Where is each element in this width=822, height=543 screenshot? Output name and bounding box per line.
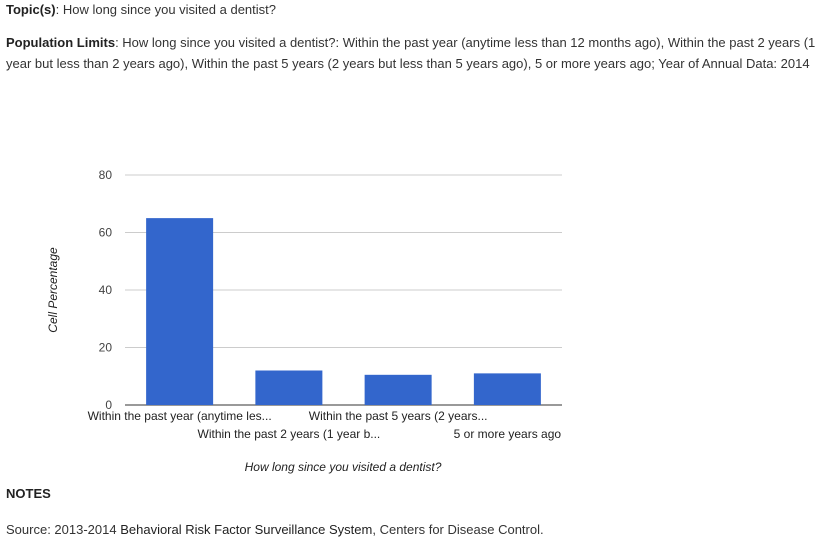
y-axis-label: Cell Percentage xyxy=(46,247,60,333)
bars xyxy=(146,218,541,405)
topic-value: How long since you visited a dentist? xyxy=(62,2,277,17)
x-tick-label: Within the past 2 years (1 year b... xyxy=(198,427,381,441)
source-line: Source: 2013-2014 Behavioral Risk Factor… xyxy=(6,522,544,537)
y-tick-label: 40 xyxy=(99,283,113,297)
x-tick-label: Within the past year (anytime les... xyxy=(88,409,272,423)
topic-label: Topic(s) xyxy=(6,2,56,17)
source-suffix: , Centers for Disease Control. xyxy=(372,522,544,537)
population-limits: Population Limits: How long since you vi… xyxy=(6,32,816,74)
bar[interactable] xyxy=(364,374,432,405)
x-tick-label: Within the past 5 years (2 years... xyxy=(309,409,488,423)
bar[interactable] xyxy=(146,218,214,405)
y-tick-labels: 0 20 40 60 80 xyxy=(99,168,113,412)
topic-colon: : xyxy=(55,2,63,17)
y-tick-label: 0 xyxy=(105,398,112,412)
x-axis-label: How long since you visited a dentist? xyxy=(245,460,442,474)
population-limits-label: Population Limits xyxy=(6,35,116,50)
x-tick-labels: Within the past year (anytime les... With… xyxy=(88,409,562,441)
bar-chart: 0 20 40 60 80 Within the past year (anytime … xyxy=(46,168,562,474)
notes-title: NOTES xyxy=(6,486,51,501)
bar[interactable] xyxy=(255,370,323,406)
bar[interactable] xyxy=(473,373,541,405)
y-tick-label: 20 xyxy=(99,341,113,355)
population-limits-colon: : xyxy=(115,35,123,50)
y-tick-label: 80 xyxy=(99,168,113,182)
source-prefix: Source: 2013-2014 xyxy=(6,522,121,537)
x-tick-label: 5 or more years ago xyxy=(454,427,562,441)
y-tick-label: 60 xyxy=(99,226,113,240)
population-limits-text: How long since you visited a dentist?: W… xyxy=(6,35,816,71)
topic-line: Topic(s): How long since you visited a d… xyxy=(6,2,276,18)
source-organization: Behavioral Risk Factor Surveillance Syst… xyxy=(120,522,373,537)
